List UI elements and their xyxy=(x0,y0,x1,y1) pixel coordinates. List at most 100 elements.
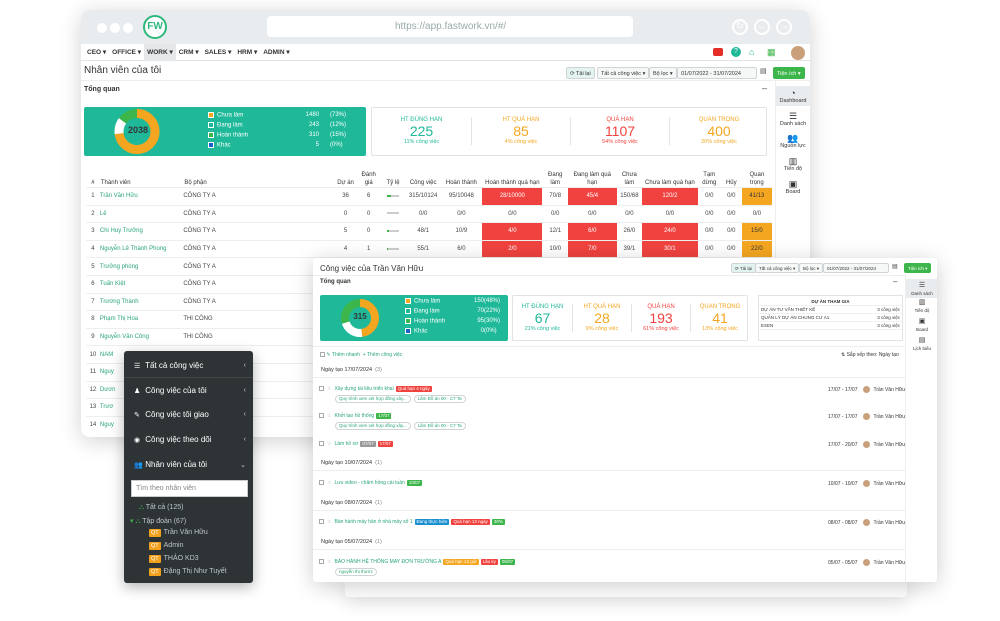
menu-followed-tasks[interactable]: ◉ Công việc theo dõi xyxy=(134,435,212,444)
star-icon[interactable]: ☆ xyxy=(327,519,332,525)
detail-view-progress[interactable]: ▥ Tiến độ xyxy=(906,298,937,313)
task-name[interactable]: Lưu video - chăm hồng cài tuần xyxy=(334,480,405,486)
filter-dropdown[interactable]: Bộ lọc ▾ xyxy=(649,67,677,79)
task-name[interactable]: Bàn hành máy hàn ở nhà máy số 1 xyxy=(334,519,413,525)
reload-button[interactable]: ⟳ Tải lại xyxy=(566,67,595,79)
column-header[interactable]: Hoàn thành quá hạn xyxy=(485,180,540,186)
table-cell[interactable]: Tuấn Kiệt xyxy=(99,274,184,294)
task-row[interactable]: ☆ Xây dựng tài liệu triển khai Quá hạn 4 n… xyxy=(319,386,432,392)
staff-search-input[interactable]: Tìm theo nhân viên xyxy=(131,480,248,497)
linked-process-chip[interactable]: Quy trình xem xét hợp đồng xây... xyxy=(335,422,411,430)
utility-dropdown[interactable]: Tiện ích ▾ xyxy=(773,67,805,79)
menu-all-tasks[interactable]: ☰ Tất cả công việc xyxy=(134,361,204,370)
column-header[interactable]: Đánh giá xyxy=(361,172,376,186)
linked-project-chip[interactable]: Lâm Đồ án 00 - C7 Ta xyxy=(413,422,466,430)
task-name[interactable]: BÁO HÀNH HỆ THỐNG MAY ĐƠN TRƯỜNG A xyxy=(334,559,442,565)
detail-utility-dropdown[interactable]: Tiện ích ▾ xyxy=(904,263,932,273)
detail-view-calendar[interactable]: ▤ Lịch biểu xyxy=(906,336,937,351)
date-group-header[interactable]: Ngày tạo 05/07/2024 (1) xyxy=(321,539,382,545)
column-header[interactable]: Bộ phận xyxy=(184,180,207,186)
table-cell[interactable]: Phạm Thị Hoa xyxy=(99,310,184,329)
menu-office[interactable]: OFFICE ▾ xyxy=(112,49,142,56)
table-cell[interactable]: Trần Văn Hữu xyxy=(99,187,184,206)
column-header[interactable]: Hủy xyxy=(725,180,737,186)
column-header[interactable]: Chưa làm xyxy=(621,172,637,186)
user-avatar[interactable] xyxy=(791,46,805,60)
date-range-input[interactable]: 01/07/2022 - 31/07/2024 xyxy=(677,67,757,79)
tree-group[interactable]: ▾ ⛬ Tập đoàn (67) xyxy=(130,518,187,525)
date-group-header[interactable]: Ngày tạo 08/07/2024 (1) xyxy=(321,500,382,506)
star-icon[interactable]: ☆ xyxy=(327,559,332,565)
menu-admin[interactable]: ADMIN ▾ xyxy=(263,49,290,56)
menu-assigned-tasks[interactable]: ✎ Công việc tôi giao xyxy=(134,410,209,419)
view-progress[interactable]: ▥ Tiến độ xyxy=(776,156,810,172)
table-row[interactable]: 2 Lê CÔNG TY A 0 0 0/0 0/0 0/0 0/0 0/0 0/0 0/0 0/0 0/… xyxy=(86,204,772,223)
menu-my-staff[interactable]: 👥 Nhân viên của tôi xyxy=(134,460,208,469)
collapse-icon[interactable]: – xyxy=(762,83,768,93)
detail-view-board[interactable]: ▣ Board xyxy=(906,317,937,332)
linked-process-chip[interactable]: nguyễn thị thước xyxy=(335,568,377,576)
tree-person[interactable]: QT Trần Văn Hữu xyxy=(149,529,208,537)
menu-crm[interactable]: CRM ▾ xyxy=(178,49,199,56)
linked-process-chip[interactable]: Quy trình xem xét hợp đồng xây... xyxy=(335,395,411,403)
task-row[interactable]: ☆ BÁO HÀNH HỆ THỐNG MAY ĐƠN TRƯỜNG A Quá h… xyxy=(319,559,516,565)
table-cell[interactable]: Nguyễn Lê Thành Phong xyxy=(99,239,184,258)
detail-collapse-icon[interactable]: – xyxy=(893,277,898,286)
menu-my-tasks[interactable]: ♟ Công việc của tôi xyxy=(134,386,207,395)
menu-sales[interactable]: SALES ▾ xyxy=(204,49,232,56)
menu-work[interactable]: WORK ▾ xyxy=(144,44,176,61)
tree-all[interactable]: ⛬ Tất cả (125) xyxy=(139,504,184,511)
column-header[interactable]: # xyxy=(91,180,95,186)
detail-calendar-icon[interactable]: ▤ xyxy=(892,264,898,270)
star-icon[interactable]: ☆ xyxy=(327,386,332,392)
url-bar[interactable]: https://app.fastwork.vn/#/ xyxy=(267,16,633,37)
column-header[interactable]: Dự án xyxy=(337,180,354,186)
column-header[interactable]: Chưa làm quá hạn xyxy=(645,180,695,186)
task-checkbox[interactable] xyxy=(319,441,324,447)
add-task-link[interactable]: + Thêm công việc xyxy=(362,352,403,358)
window-close-dot[interactable] xyxy=(97,23,107,33)
task-checkbox[interactable] xyxy=(319,386,324,392)
table-cell[interactable]: Lê xyxy=(99,204,184,223)
project-row[interactable]: ESEN 3 công việc xyxy=(759,322,902,330)
task-row[interactable]: ☆ Làm hồ sơ 07/07 17/07 xyxy=(319,441,393,447)
menu-ceo[interactable]: CEO ▾ xyxy=(87,49,107,56)
youtube-icon[interactable] xyxy=(713,48,723,56)
home-icon[interactable]: ⌂ xyxy=(749,47,755,57)
calendar-icon[interactable]: ▤ xyxy=(760,68,767,75)
column-header[interactable]: Hoàn thành xyxy=(445,180,477,186)
reload-icon[interactable]: ↻ xyxy=(732,19,748,35)
task-checkbox[interactable] xyxy=(319,519,324,525)
column-header[interactable]: Đang làm quá hạn xyxy=(573,172,611,186)
project-row[interactable]: QUẢN LÝ DỰ ÁN CHUNG CƯ A1 3 công việc xyxy=(759,314,902,322)
help-icon[interactable]: ? xyxy=(731,47,741,57)
table-cell[interactable]: Trưởng phòng xyxy=(99,257,184,276)
tree-person[interactable]: QT THẢO KD3 xyxy=(149,555,199,563)
date-group-header[interactable]: Ngày tạo 10/07/2024 (1) xyxy=(321,460,382,466)
detail-all-tasks-dropdown[interactable]: Tất cả công việc ▾ xyxy=(755,263,800,273)
menu-hrm[interactable]: HRM ▾ xyxy=(237,49,258,56)
table-cell[interactable]: Trương Thành xyxy=(99,292,184,311)
forward-icon[interactable]: → xyxy=(776,19,792,35)
task-name[interactable]: Làm hồ sơ xyxy=(334,441,359,447)
task-name[interactable]: Xây dựng tài liệu triển khai xyxy=(334,386,394,392)
window-maximize-dot[interactable] xyxy=(123,23,133,33)
tree-person[interactable]: QT Đặng Thị Như Tuyết xyxy=(149,568,227,576)
column-header[interactable]: Công việc xyxy=(409,180,437,186)
quick-add-link[interactable]: Thêm nhanh xyxy=(331,352,360,358)
project-row[interactable]: DỰ ÁN TƯ VẤN THIẾT KẾ 3 công việc xyxy=(759,306,902,314)
linked-project-chip[interactable]: Lâm Đồ án 00 - C7 Ta xyxy=(413,395,466,403)
select-all-checkbox[interactable] xyxy=(320,352,325,358)
table-cell[interactable]: Nguyễn Văn Công xyxy=(99,327,184,346)
star-icon[interactable]: ☆ xyxy=(327,480,332,486)
task-row[interactable]: ☆ Lưu video - chăm hồng cài tuần 10/07 xyxy=(319,480,423,486)
detail-reload-button[interactable]: ⟳ Tải lại xyxy=(731,263,756,273)
detail-view-list[interactable]: ☰ Danh sách xyxy=(906,279,937,298)
table-row[interactable]: 3 Chi Huy Trưởng CÔNG TY A 5 0 48/1 10/9 4/0 12/… xyxy=(86,222,772,241)
task-row[interactable]: ☆ Khởi tạo hồ thống 17/07 xyxy=(319,413,392,419)
apps-grid-icon[interactable]: ▦ xyxy=(767,47,776,57)
detail-date-range[interactable]: 01/07/2022 - 31/07/2024 xyxy=(823,263,889,273)
column-header[interactable]: Quan trọng xyxy=(749,172,765,186)
view-board[interactable]: ▣ Board xyxy=(776,179,810,195)
detail-filter-dropdown[interactable]: Bộ lọc ▾ xyxy=(799,263,824,273)
